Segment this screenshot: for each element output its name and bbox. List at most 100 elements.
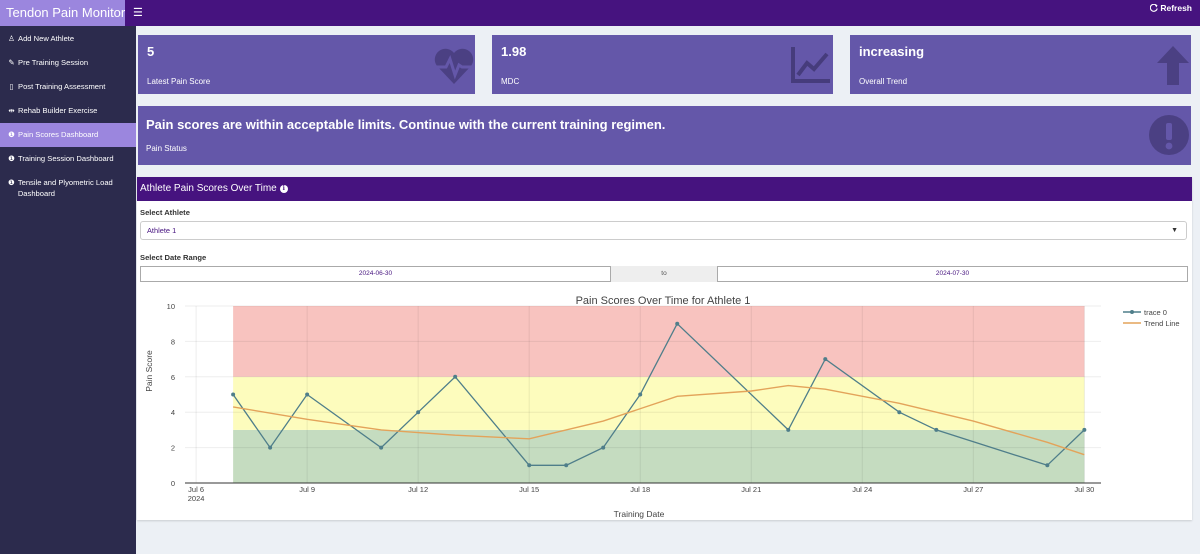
edit-icon: ✎ [8,58,15,67]
x-tick-label: Jul 12 [408,485,428,494]
clipboard-icon: ▯ [9,82,14,91]
sidebar-item-pre-training-session[interactable]: ✎ Pre Training Session [0,51,136,75]
x-tick-label: Jul 27 [963,485,983,494]
pain-score-point [934,427,939,432]
pain-score-point [675,321,680,326]
x-tick-year-label: 2024 [188,494,205,503]
zone-band-1 [233,376,1085,430]
date-end-input[interactable]: 2024-07-30 [717,266,1188,282]
x-tick-label: Jul 9 [299,485,315,494]
refresh-button[interactable]: Refresh [1150,3,1192,13]
arrow-up-icon [1157,46,1189,85]
pain-score-point [1082,427,1087,432]
value-box-value: 1.98 [501,44,527,59]
pain-score-point [305,392,310,397]
sidebar-item-label: Rehab Builder Exercise [18,106,98,115]
pain-status-label: Pain Status [146,144,187,153]
pain-scores-panel: Athlete Pain Scores Over Time i Select A… [137,177,1192,520]
sidebar-item-add-new-athlete[interactable]: ♙ Add New Athlete [0,27,136,51]
refresh-icon [1150,4,1159,12]
heartbeat-icon [434,48,474,84]
info-icon[interactable]: i [279,185,288,193]
info-circle-icon: ❶ [8,130,15,139]
panel-header: Athlete Pain Scores Over Time i [137,177,1192,201]
sidebar-item-label: Tensile and Plyometric Load Dashboard [17,178,113,198]
pain-score-point [897,410,902,415]
zone-band-0 [233,429,1085,483]
sidebar-item-load-dashboard[interactable]: ❶ Tensile and Plyometric Load Dashboard [0,171,136,205]
sidebar-item-label: Post Training Assessment [18,82,106,91]
pain-score-point [564,463,569,468]
value-box-label: Latest Pain Score [147,77,211,86]
pain-score-point [416,410,421,415]
x-axis-label: Training Date [614,509,665,519]
pain-score-point [379,445,384,450]
line-chart-icon [791,47,830,83]
info-circle-icon: ❶ [8,154,15,163]
y-tick-label: 4 [171,408,175,417]
select-athlete-label: Select Athlete [140,208,190,217]
trend-series-line [232,384,1085,456]
pain-score-point [231,392,236,397]
pain-score-point [601,445,606,450]
pain-score-point [1045,463,1050,468]
value-box-label: Overall Trend [859,77,908,86]
sidebar-item-label: Add New Athlete [18,34,75,43]
pain-status-box: Pain scores are within acceptable limits… [138,106,1191,165]
sidebar-item-pain-scores-dashboard[interactable]: ❶ Pain Scores Dashboard [0,123,136,147]
sidebar-item-post-training-assessment[interactable]: ▯ Post Training Assessment [0,75,136,99]
pain-score-point [453,374,458,379]
x-tick-label: Jul 18 [630,485,650,494]
main-content: 5 Latest Pain Score 1.98 MDC increasing … [136,26,1200,554]
sidebar: ♙ Add New Athlete ✎ Pre Training Session ▯… [0,26,136,554]
date-range-label: Select Date Range [140,253,207,262]
chart-title: Pain Scores Over Time for Athlete 1 [576,295,751,307]
sidebar-item-rehab-builder-exercise[interactable]: ⇹ Rehab Builder Exercise [0,99,136,123]
value-box-value: 5 [147,44,155,59]
x-tick-label: Jul 6 [188,485,204,494]
sidebar-item-training-session-dashboard[interactable]: ❶ Training Session Dashboard [0,147,136,171]
info-circle-icon: ❶ [8,178,15,187]
value-box-label: MDC [501,77,520,86]
y-tick-label: 0 [171,479,175,488]
pain-score-point [527,463,532,468]
y-tick-label: 10 [167,302,175,311]
sidebar-toggle-icon[interactable]: ☰ [133,7,143,19]
pain-score-point [786,427,791,432]
y-tick-label: 8 [171,337,175,346]
chevron-down-icon: ▼ [1171,227,1178,234]
pain-status-message: Pain scores are within acceptable limits… [146,117,666,132]
refresh-label: Refresh [1160,3,1192,13]
chart-legend: trace 0 Trend Line [1123,308,1180,328]
y-axis-label: Pain Score [144,350,154,392]
date-start-input[interactable]: 2024-06-30 [140,266,611,282]
athlete-select[interactable]: Athlete 1 ▼ [140,221,1187,240]
x-tick-label: Jul 30 [1074,485,1094,494]
dumbbell-icon: ⇹ [8,106,15,115]
value-box-mdc: 1.98 MDC [492,35,833,94]
legend-marker [1130,310,1134,314]
value-box-overall-trend: increasing Overall Trend [850,35,1191,94]
x-tick-label: Jul 15 [519,485,539,494]
y-tick-label: 6 [171,373,175,382]
panel-title: Athlete Pain Scores Over Time [140,183,277,194]
sidebar-item-label: Training Session Dashboard [18,154,114,163]
date-range-separator: to [611,266,717,282]
athlete-select-value: Athlete 1 [147,226,177,235]
value-box-value: increasing [859,44,925,59]
zone-band-2 [233,306,1085,377]
app-title: Tendon Pain Monitoring [0,0,125,26]
sidebar-item-label: Pain Scores Dashboard [18,130,99,139]
legend-label: Trend Line [1144,319,1180,328]
user-plus-icon: ♙ [8,34,15,43]
x-tick-label: Jul 24 [852,485,872,494]
y-tick-label: 2 [171,444,175,453]
x-tick-label: Jul 21 [741,485,761,494]
value-box-latest-pain: 5 Latest Pain Score [138,35,475,94]
exclamation-circle-icon [1149,115,1189,155]
legend-label: trace 0 [1144,308,1167,317]
pain-score-point [638,392,643,397]
sidebar-item-label: Pre Training Session [18,58,89,67]
top-navbar: ☰ Refresh [125,0,1200,26]
